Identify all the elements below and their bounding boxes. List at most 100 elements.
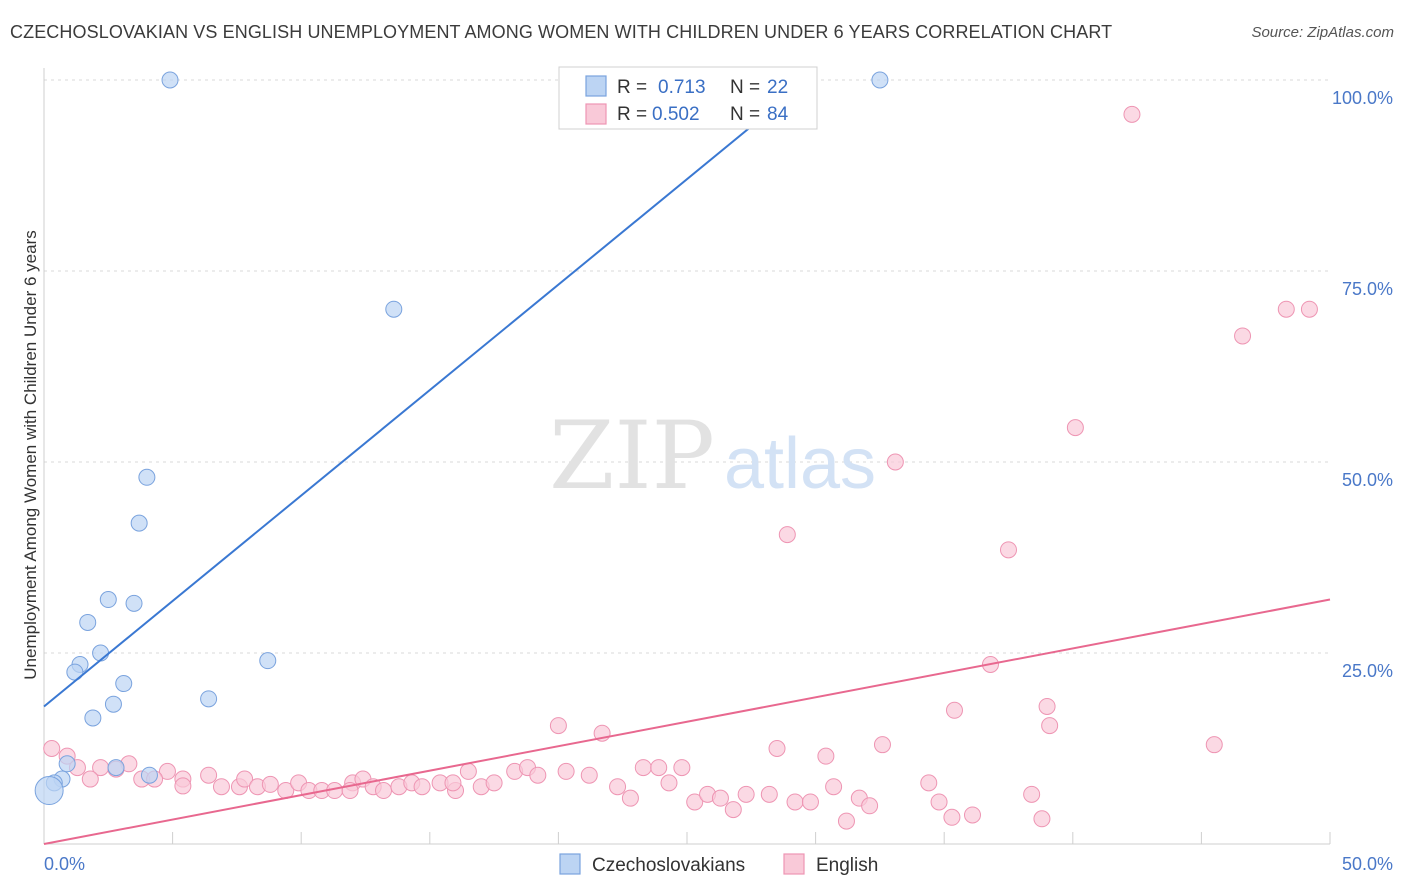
- english-point: [261, 775, 279, 793]
- bottom-legend-swatch-english: [783, 853, 805, 875]
- english-point: [634, 759, 652, 777]
- english-point: [158, 762, 176, 780]
- legend-n-value-czech: 22: [767, 77, 788, 98]
- czech-point: [107, 759, 125, 777]
- czech-trend-line: [43, 79, 809, 708]
- english-point: [609, 778, 627, 796]
- czech-point: [125, 594, 143, 612]
- english-point: [621, 789, 639, 807]
- bottom-legend-english: English: [816, 855, 878, 876]
- english-point: [529, 766, 547, 784]
- english-point: [459, 762, 477, 780]
- czech-point: [58, 755, 76, 773]
- english-point: [174, 777, 192, 795]
- y-tick-label: 75.0%: [1342, 279, 1393, 299]
- english-point: [817, 747, 835, 765]
- gridlines: [44, 79, 1330, 654]
- axes: [43, 68, 1331, 845]
- english-point: [236, 770, 254, 788]
- english-point: [1041, 717, 1059, 735]
- legend-swatch-czech: [585, 75, 607, 97]
- czech-point: [161, 71, 179, 89]
- english-point: [686, 793, 704, 811]
- legend-r-label-czech: R =: [617, 77, 647, 98]
- english-point: [1033, 810, 1051, 828]
- english-point: [778, 526, 796, 544]
- english-point: [1300, 300, 1318, 318]
- english-point: [81, 770, 99, 788]
- english-point: [1023, 785, 1041, 803]
- czech-point: [200, 690, 218, 708]
- watermark: ZIP atlas: [549, 402, 876, 511]
- english-point: [801, 793, 819, 811]
- legend-n-label-english: N =: [730, 104, 760, 125]
- english-point: [963, 806, 981, 824]
- czech-point: [79, 613, 97, 631]
- english-point: [485, 774, 503, 792]
- english-point: [943, 808, 961, 826]
- english-point: [43, 740, 61, 757]
- bottom-legend: Czechoslovakians English: [559, 853, 878, 876]
- english-point: [930, 793, 948, 811]
- english-point: [413, 778, 431, 796]
- english-point: [673, 759, 691, 777]
- czech-point: [259, 652, 277, 670]
- czech-point: [92, 644, 110, 662]
- english-point: [650, 759, 668, 777]
- czech-point: [99, 591, 117, 609]
- y-tick-label: 50.0%: [1342, 470, 1393, 490]
- english-point: [768, 740, 786, 757]
- english-points: [43, 105, 1318, 830]
- english-point: [873, 736, 891, 754]
- legend-r-label-english: R =: [617, 104, 647, 125]
- english-trend-line: [43, 598, 1331, 845]
- trend-lines: [43, 79, 1331, 845]
- legend-r-value-czech: 0.713: [658, 77, 706, 98]
- english-point: [444, 774, 462, 792]
- english-point: [557, 762, 575, 780]
- english-point: [1066, 419, 1084, 437]
- legend-r-value-english: 0.502: [652, 104, 700, 125]
- english-point: [886, 453, 904, 471]
- english-point: [861, 797, 879, 815]
- czech-point: [871, 71, 889, 89]
- english-point: [737, 785, 755, 803]
- legend-n-value-english: 84: [767, 104, 789, 125]
- czech-point: [138, 468, 156, 486]
- english-point: [786, 793, 804, 811]
- czech-point: [130, 514, 148, 532]
- czech-point: [34, 776, 64, 806]
- czech-point: [140, 766, 158, 784]
- english-point: [760, 785, 778, 803]
- english-point: [200, 766, 218, 784]
- english-point: [375, 782, 393, 800]
- x-tick-labels: 0.0% 50.0%: [44, 854, 1393, 874]
- legend: R = 0.713 N = 22 R = 0.502 N = 84: [558, 66, 818, 130]
- source-label: Source: ZipAtlas.com: [1251, 24, 1394, 41]
- english-point: [1234, 327, 1252, 345]
- y-tick-label: 100.0%: [1332, 88, 1393, 108]
- english-point: [945, 701, 963, 719]
- english-point: [1038, 697, 1056, 715]
- bottom-legend-swatch-czech: [559, 853, 581, 875]
- y-axis-title: Unemployment Among Women with Children U…: [21, 230, 40, 679]
- english-point: [724, 801, 742, 819]
- czech-point: [104, 695, 122, 713]
- english-point: [212, 778, 230, 796]
- legend-n-label-czech: N =: [730, 77, 760, 98]
- english-point: [1123, 105, 1141, 123]
- legend-swatch-english: [585, 103, 607, 125]
- watermark-zip: ZIP: [549, 402, 715, 511]
- english-point: [1205, 736, 1223, 754]
- czech-point: [115, 675, 133, 693]
- english-point: [825, 778, 843, 796]
- czech-point: [84, 709, 102, 727]
- english-point: [711, 789, 729, 807]
- chart-title: CZECHOSLOVAKIAN VS ENGLISH UNEMPLOYMENT …: [10, 22, 1113, 42]
- y-tick-labels: 100.0% 75.0% 50.0% 25.0%: [1332, 88, 1393, 681]
- english-point: [1277, 300, 1295, 318]
- english-point: [837, 812, 855, 830]
- watermark-atlas: atlas: [724, 424, 876, 504]
- english-point: [920, 774, 938, 792]
